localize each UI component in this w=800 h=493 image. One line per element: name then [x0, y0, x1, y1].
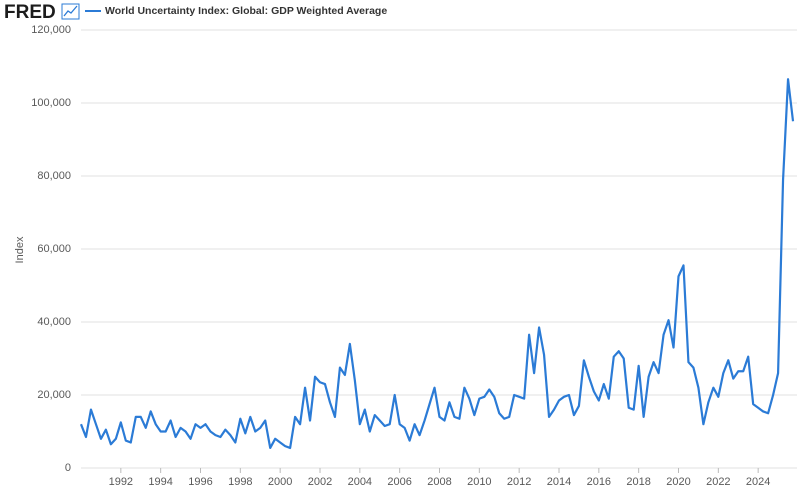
y-tick-label: 60,000 — [37, 243, 71, 255]
y-tick-label: 40,000 — [37, 316, 71, 328]
x-tick-label: 2020 — [666, 476, 690, 488]
x-tick-label: 2014 — [547, 476, 571, 488]
x-tick-label: 1994 — [148, 476, 172, 488]
y-tick-label: 120,000 — [31, 24, 71, 36]
x-tick-label: 1996 — [188, 476, 212, 488]
x-tick-label: 2000 — [268, 476, 292, 488]
x-tick-label: 2010 — [467, 476, 491, 488]
x-tick-label: 2012 — [507, 476, 531, 488]
y-tick-label: 100,000 — [31, 97, 71, 109]
y-axis-label: Index — [14, 236, 26, 263]
logo: FRED — [4, 2, 56, 23]
x-tick-label: 2016 — [587, 476, 611, 488]
x-tick-label: 1992 — [109, 476, 133, 488]
y-tick-label: 20,000 — [37, 389, 71, 401]
x-tick-label: 2022 — [706, 476, 730, 488]
x-tick-label: 2008 — [427, 476, 451, 488]
x-tick-label: 2002 — [308, 476, 332, 488]
y-tick-label: 80,000 — [37, 170, 71, 182]
logo-icon — [61, 3, 80, 20]
x-tick-label: 2024 — [746, 476, 770, 488]
x-tick-label: 2004 — [348, 476, 372, 488]
legend-label: World Uncertainty Index: Global: GDP Wei… — [105, 5, 387, 17]
x-tick-label: 1998 — [228, 476, 252, 488]
x-tick-label: 2018 — [626, 476, 650, 488]
series-line — [79, 78, 795, 450]
x-tick-label: 2006 — [387, 476, 411, 488]
y-tick-label: 0 — [65, 462, 71, 474]
